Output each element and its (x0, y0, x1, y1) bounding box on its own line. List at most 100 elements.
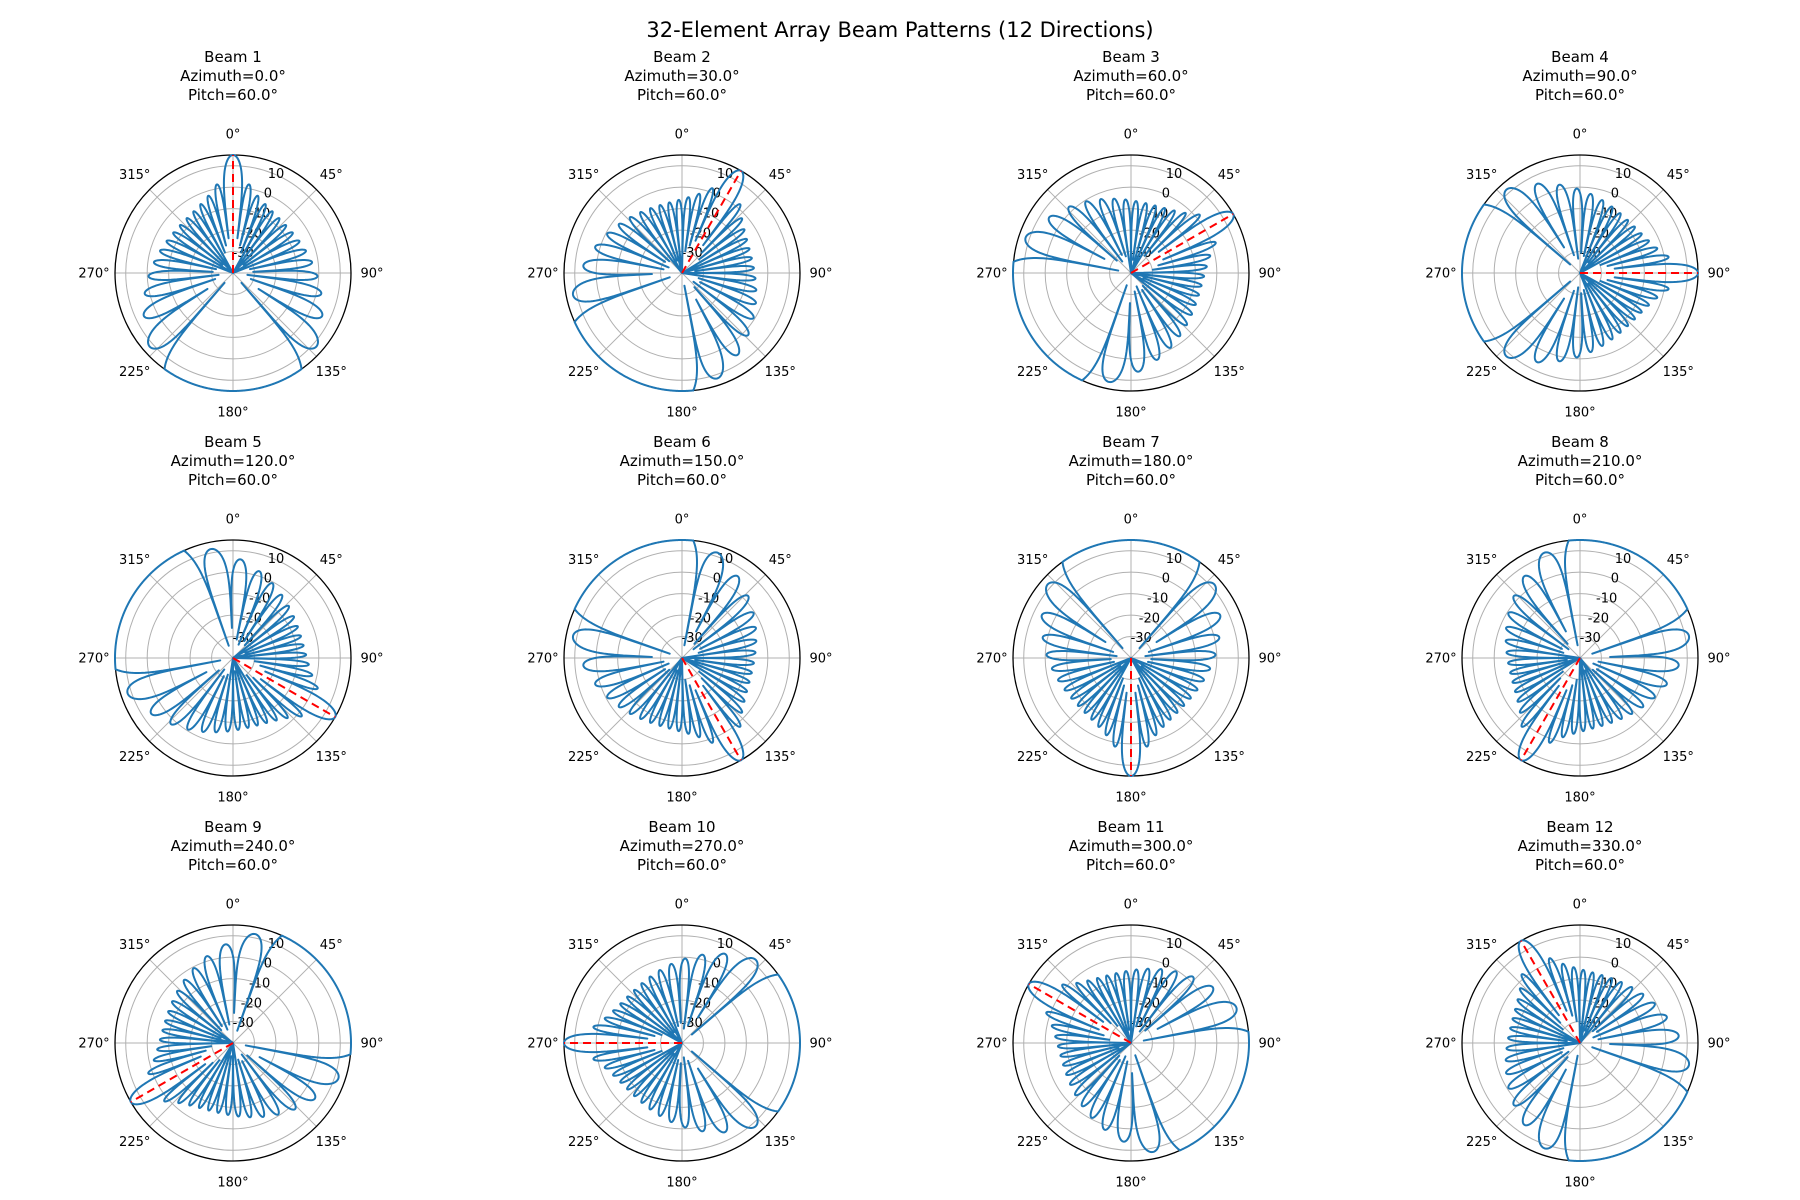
theta-tick-label: 135° (1214, 750, 1245, 765)
theta-tick-label: 225° (1466, 1135, 1497, 1150)
angular-gridline (149, 574, 234, 659)
figure-title: 32-Element Array Beam Patterns (12 Direc… (646, 18, 1154, 42)
theta-tick-label: 180° (217, 1176, 248, 1191)
theta-tick-label: 270° (976, 1037, 1007, 1052)
radial-tick-label: 10 (268, 167, 285, 182)
radial-tick-label: 10 (1615, 552, 1632, 567)
theta-tick-label: 315° (568, 168, 599, 183)
angular-gridline (681, 1042, 766, 1127)
subplot-title: Beam 8 Azimuth=210.0° Pitch=60.0° (1517, 433, 1643, 489)
theta-tick-label: 180° (666, 1176, 697, 1191)
radial-tick-label: 0 (1162, 572, 1170, 587)
theta-tick-label: 0° (1573, 128, 1588, 143)
theta-tick-label: 315° (1017, 168, 1048, 183)
theta-tick-label: 45° (1667, 938, 1690, 953)
theta-tick-label: 90° (1258, 1037, 1281, 1052)
theta-tick-label: 135° (316, 750, 347, 765)
angular-gridline (1130, 574, 1215, 659)
theta-tick-label: 0° (1124, 898, 1139, 913)
steering-direction-line (1520, 940, 1581, 1044)
theta-tick-label: 270° (78, 652, 109, 667)
radial-tick-label: 0 (713, 957, 721, 972)
theta-tick-label: 180° (217, 791, 248, 806)
angular-gridline (1047, 189, 1132, 274)
radial-tick-label: -30 (1131, 631, 1152, 646)
angular-gridline (1579, 1042, 1664, 1127)
angular-gridline (232, 959, 317, 1044)
theta-tick-label: 45° (320, 168, 343, 183)
angular-gridline (681, 574, 766, 659)
theta-tick-label: 225° (119, 1135, 150, 1150)
angular-gridline (681, 272, 766, 357)
radial-tick-label: 0 (1162, 957, 1170, 972)
angular-gridline (681, 959, 766, 1044)
theta-tick-label: 225° (1017, 1135, 1048, 1150)
subplot-title: Beam 3 Azimuth=60.0° Pitch=60.0° (1073, 48, 1189, 104)
theta-tick-label: 270° (527, 1037, 558, 1052)
subplot-title: Beam 10 Azimuth=270.0° Pitch=60.0° (619, 818, 745, 874)
theta-tick-label: 135° (1214, 1135, 1245, 1150)
theta-tick-label: 180° (1115, 791, 1146, 806)
radial-tick-label: 10 (1166, 552, 1183, 567)
angular-gridline (1047, 272, 1132, 357)
theta-tick-label: 135° (316, 365, 347, 380)
theta-tick-label: 270° (527, 652, 558, 667)
subplot-title: Beam 7 Azimuth=180.0° Pitch=60.0° (1068, 433, 1194, 489)
subplot-title: Beam 5 Azimuth=120.0° Pitch=60.0° (170, 433, 296, 489)
theta-tick-label: 45° (1218, 553, 1241, 568)
angular-gridline (1130, 1042, 1215, 1127)
radial-tick-label: 10 (1615, 937, 1632, 952)
theta-tick-label: 180° (1115, 1176, 1146, 1191)
beam-pattern-line (1504, 539, 1691, 762)
steering-direction-line (232, 657, 336, 718)
subplot-title: Beam 6 Azimuth=150.0° Pitch=60.0° (619, 433, 745, 489)
polar-subplot: 0°45°90°135°180°225°270°315° 100-10-20-30 (1425, 513, 1730, 806)
theta-tick-label: 0° (675, 513, 690, 528)
subplot-title: Beam 11 Azimuth=300.0° Pitch=60.0° (1068, 818, 1194, 874)
radial-tick-label: 0 (1611, 572, 1619, 587)
theta-tick-label: 45° (320, 938, 343, 953)
radial-tick-label: -10 (1147, 592, 1168, 607)
theta-tick-label: 0° (1573, 898, 1588, 913)
theta-tick-label: 90° (1258, 652, 1281, 667)
beam-pattern-line (571, 539, 758, 762)
subplot-title: Beam 1 Azimuth=0.0° Pitch=60.0° (180, 48, 286, 104)
theta-tick-label: 0° (226, 898, 241, 913)
steering-direction-line (681, 170, 742, 274)
angular-gridline (1496, 574, 1581, 659)
polar-subplot: 0°45°90°135°180°225°270°315° 100-10-20-30 (976, 898, 1281, 1191)
theta-tick-label: 225° (119, 750, 150, 765)
theta-tick-label: 315° (568, 553, 599, 568)
theta-tick-label: 0° (226, 513, 241, 528)
theta-tick-label: 180° (217, 406, 248, 421)
angular-gridline (1047, 574, 1132, 659)
theta-tick-label: 315° (1466, 938, 1497, 953)
theta-tick-label: 135° (1663, 1135, 1694, 1150)
theta-tick-label: 135° (765, 1135, 796, 1150)
theta-tick-label: 180° (1564, 791, 1595, 806)
radial-tick-label: -30 (682, 1016, 703, 1031)
theta-tick-label: 0° (1573, 513, 1588, 528)
subplot-title: Beam 12 Azimuth=330.0° Pitch=60.0° (1517, 818, 1643, 874)
theta-tick-label: 180° (1115, 406, 1146, 421)
theta-tick-label: 315° (1017, 938, 1048, 953)
theta-tick-label: 45° (769, 553, 792, 568)
theta-tick-label: 90° (360, 652, 383, 667)
polar-subplot: 0°45°90°135°180°225°270°315° 100-10-20-30 (1425, 898, 1730, 1191)
theta-tick-label: 270° (1425, 267, 1456, 282)
theta-tick-label: 225° (568, 1135, 599, 1150)
theta-tick-label: 45° (1218, 938, 1241, 953)
angular-gridline (149, 272, 234, 357)
theta-tick-label: 45° (1218, 168, 1241, 183)
radial-tick-label: 10 (268, 937, 285, 952)
theta-tick-label: 135° (1214, 365, 1245, 380)
radial-tick-label: -20 (1588, 611, 1609, 626)
polar-subplot: 0°45°90°135°180°225°270°315° 100-10-20-30 (527, 128, 832, 421)
steering-direction-line (681, 657, 742, 761)
theta-tick-label: 225° (568, 750, 599, 765)
theta-tick-label: 90° (360, 1037, 383, 1052)
theta-tick-label: 315° (1466, 168, 1497, 183)
theta-tick-label: 135° (1663, 750, 1694, 765)
theta-tick-label: 0° (675, 898, 690, 913)
theta-tick-label: 225° (1466, 365, 1497, 380)
